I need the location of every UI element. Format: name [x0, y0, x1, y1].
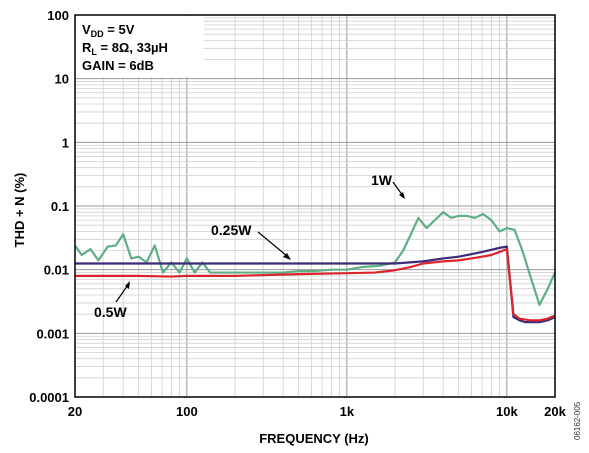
annotation-0-5w: 0.5W	[94, 281, 130, 320]
x-tick-label: 10k	[496, 404, 518, 419]
x-tick-label: 1k	[340, 404, 355, 419]
series-line-0-25w	[75, 245, 556, 324]
condition-rl: RL = 8Ω, 33µH	[82, 40, 168, 57]
annotation-1w-label: 1W	[371, 172, 393, 188]
annotation-0-5w-label: 0.5W	[94, 304, 127, 320]
x-tick-label: 20	[68, 404, 82, 419]
series-line-0-5w	[75, 248, 556, 322]
y-tick-label: 0.1	[51, 199, 69, 214]
annotation-0-25w: 0.25W	[211, 222, 291, 260]
y-tick-label: 10	[55, 72, 69, 87]
annotation-0-5w-arrowhead	[125, 281, 130, 289]
series-group	[74, 211, 557, 324]
document-id: 06162-005	[573, 401, 582, 440]
x-tick-labels: 20 100 1k 10k 20k	[68, 404, 567, 419]
y-tick-label: 1	[62, 135, 69, 150]
annotation-0-25w-arrowhead	[283, 253, 291, 260]
y-tick-label: 0.01	[44, 263, 69, 278]
condition-vdd: VDD = 5V	[82, 22, 135, 39]
x-tick-label: 20k	[544, 404, 566, 419]
annotation-0-25w-label: 0.25W	[211, 222, 252, 238]
y-tick-labels: 100 10 1 0.1 0.01 0.001 0.0001	[29, 8, 69, 405]
y-axis-label: THD + N (%)	[12, 173, 27, 248]
x-tick-label: 100	[176, 404, 198, 419]
x-axis-label: FREQUENCY (Hz)	[259, 431, 369, 446]
condition-gain: GAIN = 6dB	[82, 58, 154, 73]
grid	[75, 15, 555, 397]
test-conditions-box: VDD = 5V RL = 8Ω, 33µH GAIN = 6dB	[76, 16, 204, 77]
annotation-0-25w-arrow	[257, 231, 288, 257]
y-tick-label: 0.0001	[29, 390, 69, 405]
annotation-1w-arrowhead	[399, 192, 405, 199]
annotation-1w: 1W	[371, 172, 405, 199]
series-line-1w	[74, 211, 557, 306]
y-tick-label: 0.001	[36, 326, 69, 341]
plot-frame	[74, 14, 556, 398]
y-tick-label: 100	[47, 8, 69, 23]
annotation-0-5w-arrow	[115, 284, 129, 303]
